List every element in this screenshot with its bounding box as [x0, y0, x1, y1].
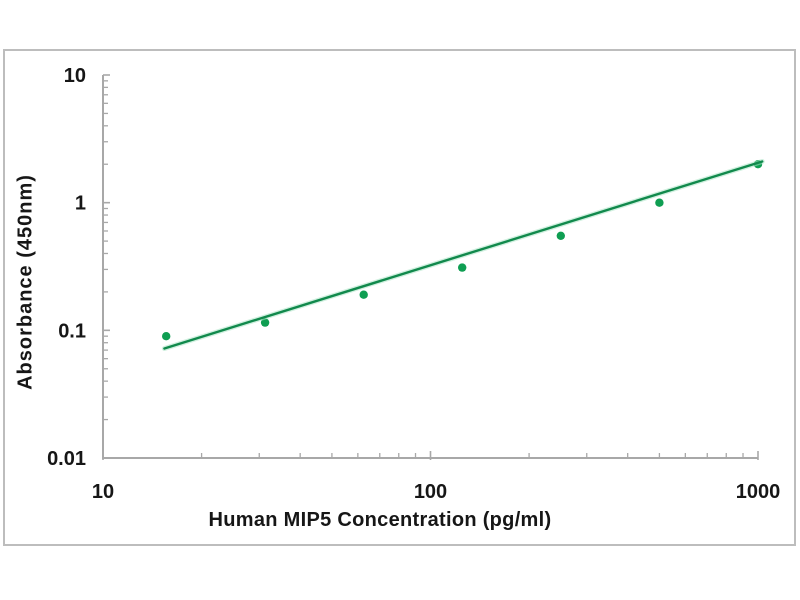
data-point-marker — [655, 198, 664, 207]
data-point-marker — [162, 332, 171, 341]
data-point-marker — [260, 318, 270, 327]
trend-line — [163, 160, 764, 350]
data-point-marker — [359, 290, 368, 299]
chart-outer-frame — [3, 49, 796, 546]
y-axis-title: Absorbance (450nm) — [14, 174, 37, 390]
y-tick-label: 0.01 — [47, 448, 86, 470]
y-tick-label: 10 — [64, 65, 86, 87]
x-tick-label: 10 — [92, 481, 114, 503]
x-axis-title: Human MIP5 Concentration (pg/ml) — [208, 509, 552, 531]
minor-ticks — [103, 80, 744, 458]
data-point-marker — [458, 263, 467, 272]
y-tick-label: 1 — [75, 193, 86, 215]
data-point-marker — [556, 231, 565, 240]
major-ticks — [102, 74, 759, 460]
tick-labels: 10 100 1000 10 1 0.1 0.01 — [47, 65, 780, 503]
y-tick-label: 0.1 — [58, 320, 86, 342]
x-tick-label: 1000 — [736, 481, 781, 503]
x-tick-label: 100 — [414, 481, 447, 503]
